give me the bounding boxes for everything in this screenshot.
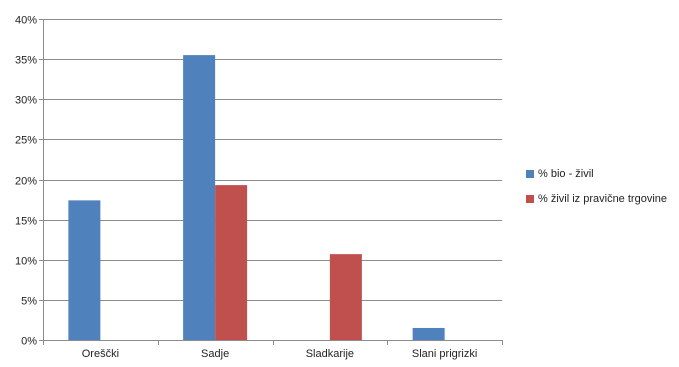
x-tick-label: Slani prigrizki (412, 348, 477, 360)
y-tick-label: 20% (15, 176, 37, 188)
y-axis-tick-labels: 0% 5% 10% 15% 20% 25% 30% 35% 40% (15, 15, 37, 348)
x-tick-label: Sadje (201, 348, 229, 360)
y-tick-label: 15% (15, 216, 37, 228)
y-tick-label: 30% (15, 95, 37, 107)
legend-label-fairtrade: % živil iz pravične trgovine (538, 193, 667, 205)
axes (39, 19, 503, 345)
x-tick-label: Oreščki (82, 348, 119, 360)
x-tick-label: Sladkarije (306, 348, 354, 360)
y-tick-label: 35% (15, 55, 37, 67)
legend: % bio - živil % živil iz pravične trgovi… (526, 167, 667, 217)
bar-bio-0 (68, 200, 101, 340)
y-tick-label: 40% (15, 15, 37, 27)
gridlines (43, 19, 502, 301)
y-tick-label: 5% (21, 296, 37, 308)
y-tick-label: 25% (15, 135, 37, 147)
legend-swatch-fairtrade (526, 195, 534, 203)
bar-bio-3 (412, 327, 445, 340)
y-tick-label: 10% (15, 256, 37, 268)
legend-item-bio: % bio - živil (526, 167, 667, 181)
x-axis-tick-labels: Oreščki Sadje Sladkarije Slani prigrizki (82, 348, 478, 360)
bar-bio-1 (183, 55, 216, 341)
legend-item-fairtrade: % živil iz pravične trgovine (526, 192, 667, 206)
y-tick-label: 0% (21, 336, 37, 348)
bar-fairtrade-1 (215, 185, 248, 340)
legend-swatch-bio (526, 170, 534, 178)
bars (68, 55, 445, 341)
bar-fairtrade-2 (329, 254, 362, 340)
legend-label-bio: % bio - živil (538, 168, 594, 180)
